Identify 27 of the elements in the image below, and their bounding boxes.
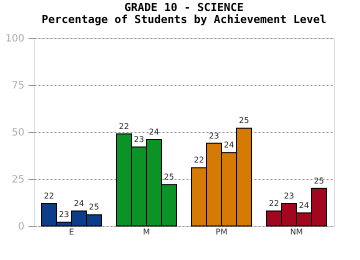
text: 23	[208, 131, 220, 140]
series-label: 22	[44, 191, 54, 200]
series-label: 24	[74, 198, 84, 208]
x-tick-label: E	[68, 228, 74, 236]
text: 22	[268, 198, 280, 208]
text: 25	[238, 116, 250, 126]
series-label: 23	[58, 210, 70, 220]
y-tick-label: 25	[12, 174, 24, 186]
x-tick-label: M	[143, 228, 150, 236]
text: 24	[148, 128, 160, 137]
x-tick-label: PM	[216, 228, 228, 236]
text: 25	[164, 172, 174, 182]
x-tick-label: NM	[290, 228, 304, 236]
y-tick-label: 75	[12, 80, 24, 92]
series-label: 25	[88, 202, 100, 212]
y-tick-label: 0	[18, 222, 24, 232]
text: 24	[298, 200, 310, 210]
text: 22	[194, 156, 204, 165]
text: 23	[284, 191, 294, 200]
y-tick-label: 50	[12, 128, 24, 138]
chart-title: GRADE 10 - SCIENCE	[124, 1, 244, 14]
text: 24	[224, 140, 234, 150]
chart-subtitle: Percentage of Students by Achievement Level	[42, 13, 326, 26]
text: 23	[134, 135, 144, 144]
y-tick-label: 100	[5, 34, 24, 44]
text: 25	[314, 176, 324, 186]
text: 22	[118, 122, 130, 131]
